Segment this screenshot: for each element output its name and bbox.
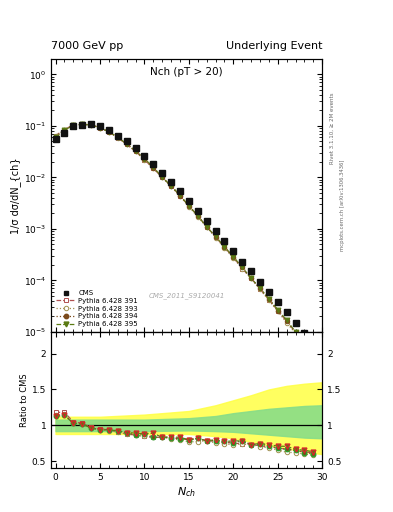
Y-axis label: Ratio to CMS: Ratio to CMS [20,373,29,427]
Legend: CMS, Pythia 6.428 391, Pythia 6.428 393, Pythia 6.428 394, Pythia 6.428 395: CMS, Pythia 6.428 391, Pythia 6.428 393,… [55,289,139,329]
Text: Nch (pT > 20): Nch (pT > 20) [151,67,223,77]
Y-axis label: 1/σ dσ/dN_{ch}: 1/σ dσ/dN_{ch} [10,157,21,233]
Text: mcplots.cern.ch [arXiv:1306.3436]: mcplots.cern.ch [arXiv:1306.3436] [340,159,345,250]
Text: Rivet 3.1.10, ≥ 2M events: Rivet 3.1.10, ≥ 2M events [329,92,334,164]
X-axis label: $N_{ch}$: $N_{ch}$ [177,485,196,499]
Text: Underlying Event: Underlying Event [226,41,322,51]
Text: CMS_2011_S9120041: CMS_2011_S9120041 [149,292,225,299]
Text: 7000 GeV pp: 7000 GeV pp [51,41,123,51]
